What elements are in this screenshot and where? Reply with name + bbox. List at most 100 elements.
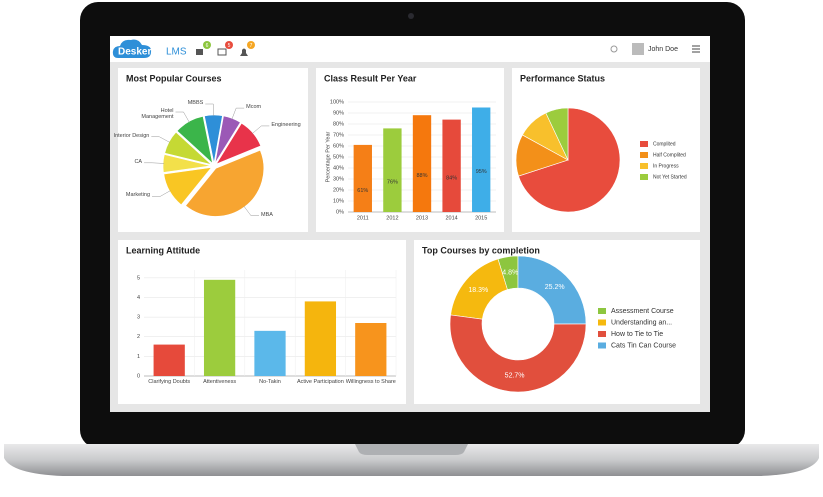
legend-swatch bbox=[598, 308, 606, 314]
badge bbox=[247, 41, 255, 49]
slice-label: MBBS bbox=[188, 100, 204, 106]
y-tick-label: 70% bbox=[333, 132, 344, 138]
slice bbox=[518, 107, 621, 213]
mail-icon[interactable] bbox=[217, 48, 227, 56]
bar bbox=[412, 115, 432, 212]
slice-label: CA bbox=[134, 159, 142, 165]
slice-label: Marketing bbox=[125, 192, 151, 199]
legend-label: In Progress bbox=[653, 163, 679, 169]
value-label: 4.8% bbox=[502, 269, 518, 276]
y-tick-label: 0% bbox=[336, 209, 344, 215]
badge bbox=[203, 41, 211, 49]
y-tick-label: 50% bbox=[333, 154, 344, 160]
bar bbox=[353, 144, 372, 212]
value-label: 18.3% bbox=[468, 287, 488, 294]
bar bbox=[442, 119, 461, 212]
y-tick-label: 3 bbox=[137, 315, 140, 321]
leader-line bbox=[175, 111, 190, 123]
legend-swatch bbox=[640, 141, 648, 147]
value-label: 84% bbox=[446, 175, 457, 181]
legend-label: Assessment Course bbox=[611, 308, 674, 315]
bar bbox=[383, 128, 402, 212]
bar bbox=[304, 301, 337, 376]
badge-count: 7 bbox=[250, 43, 253, 49]
y-tick-label: 40% bbox=[333, 165, 344, 171]
value-label: 95% bbox=[476, 169, 487, 175]
x-tick-label: Clarifying Doubts bbox=[148, 379, 190, 385]
legend-label: Complited bbox=[653, 141, 676, 147]
menu-icon[interactable] bbox=[692, 45, 700, 53]
avatar[interactable] bbox=[632, 43, 644, 55]
slice-label-text: Interior Design bbox=[113, 132, 150, 139]
panel-title: Class Result Per Year bbox=[324, 73, 417, 83]
x-tick-label: 2013 bbox=[416, 215, 428, 221]
panel-title: Learning Attitude bbox=[126, 245, 200, 255]
y-axis-label: Percentage Per Year bbox=[325, 131, 331, 182]
x-tick-label: 2011 bbox=[357, 215, 369, 221]
slice bbox=[449, 314, 587, 393]
laptop-base bbox=[4, 444, 819, 476]
user-name[interactable]: John Doe bbox=[648, 46, 678, 53]
brand: Deskera bbox=[118, 47, 157, 58]
notch bbox=[355, 444, 468, 455]
slice bbox=[545, 107, 569, 161]
legend-label: Cats Tin Can Course bbox=[611, 342, 676, 349]
legend-label: Understanding an... bbox=[611, 319, 672, 326]
leader-line bbox=[243, 205, 260, 216]
x-tick-label: 2015 bbox=[475, 215, 487, 221]
slice-label: Hotel Management bbox=[141, 108, 174, 121]
legend-swatch bbox=[598, 331, 606, 337]
y-tick-label: 100% bbox=[330, 99, 344, 105]
bar bbox=[153, 344, 185, 376]
slice-label-text: Engineering bbox=[271, 121, 301, 128]
y-tick-label: 80% bbox=[333, 121, 344, 127]
value-label: 52.7% bbox=[505, 373, 525, 380]
header-bar bbox=[110, 36, 710, 62]
legend-label: Not Yet Started bbox=[653, 174, 687, 180]
list-icon[interactable] bbox=[196, 49, 203, 55]
legend-swatch bbox=[598, 342, 606, 349]
legend-swatch bbox=[598, 319, 606, 326]
bar bbox=[203, 279, 236, 376]
badge-count: 5 bbox=[228, 43, 231, 49]
y-tick-label: 4 bbox=[137, 295, 140, 301]
x-tick-label: No-Takin bbox=[259, 379, 281, 385]
slice-label-text: Hotel Management bbox=[141, 108, 174, 121]
slice-label-text: Mcom bbox=[246, 104, 262, 111]
badge bbox=[225, 41, 233, 49]
y-tick-label: 20% bbox=[333, 187, 344, 193]
value-label: 88% bbox=[416, 173, 427, 179]
y-tick-label: 2 bbox=[137, 334, 140, 340]
value-label: 25.2% bbox=[545, 284, 565, 291]
bell-icon[interactable] bbox=[240, 48, 248, 57]
leader-line bbox=[152, 190, 171, 197]
legend-swatch bbox=[640, 152, 648, 158]
slice-label-text: Marketing bbox=[125, 192, 151, 199]
value-label: 61% bbox=[357, 188, 368, 194]
leader-line bbox=[231, 107, 245, 120]
panel-title: Most Popular Courses bbox=[126, 73, 222, 83]
legend-label: Half Complited bbox=[653, 152, 686, 158]
leader-line bbox=[205, 103, 214, 117]
slice-label-text: MBA bbox=[261, 211, 273, 218]
y-tick-label: 1 bbox=[137, 354, 140, 360]
x-tick-label: Active Participation bbox=[297, 379, 344, 385]
y-tick-label: 90% bbox=[333, 110, 344, 116]
y-tick-label: 0 bbox=[137, 373, 140, 379]
slice-label: Interior Design bbox=[113, 132, 150, 139]
slice-label: MBA bbox=[261, 211, 273, 218]
camera bbox=[408, 13, 414, 19]
value-label: 76% bbox=[387, 180, 398, 186]
x-tick-label: Attentiveness bbox=[203, 379, 236, 385]
y-tick-label: 5 bbox=[137, 275, 140, 281]
x-tick-label: 2012 bbox=[386, 215, 398, 221]
legend-label: How to Tie to Tie bbox=[611, 331, 663, 338]
y-tick-label: 30% bbox=[333, 176, 344, 182]
slice-label: Mcom bbox=[246, 104, 262, 111]
bar bbox=[472, 107, 491, 212]
search-icon[interactable] bbox=[610, 45, 618, 53]
legend-swatch bbox=[640, 163, 648, 169]
y-tick-label: 60% bbox=[333, 143, 344, 149]
x-tick-label: Willingness to Share bbox=[346, 379, 396, 385]
